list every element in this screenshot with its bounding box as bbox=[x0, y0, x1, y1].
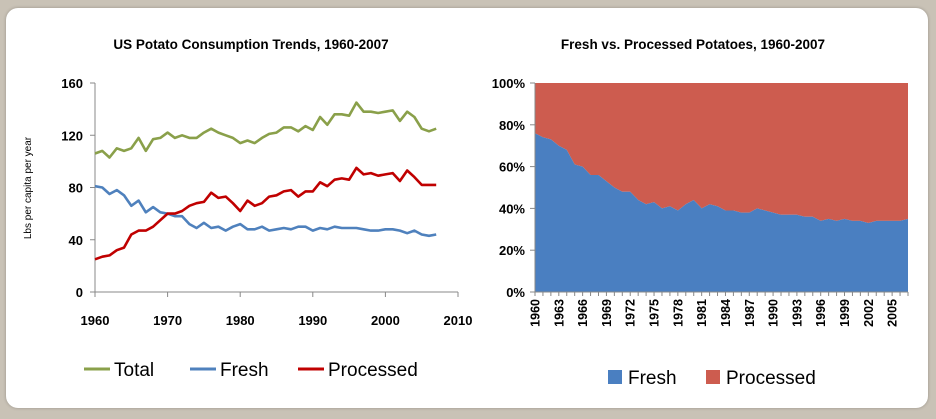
area-chart-x-tick-label: 1993 bbox=[790, 299, 804, 327]
line-series-total bbox=[94, 101, 437, 159]
area-chart-title: Fresh vs. Processed Potatoes, 1960-2007 bbox=[561, 37, 825, 52]
line-chart-y-tick-label: 160 bbox=[61, 76, 83, 91]
legend-label-total: Total bbox=[114, 360, 154, 381]
area-chart-series bbox=[535, 83, 908, 292]
area-chart-x-tick-label: 1978 bbox=[671, 299, 685, 327]
area-chart-x-tick-label: 1963 bbox=[552, 299, 566, 327]
line-chart-x-tick-label: 2000 bbox=[371, 313, 400, 328]
line-chart-y-tick-label: 40 bbox=[69, 233, 83, 248]
area-chart-x-tick-label: 1984 bbox=[719, 299, 733, 327]
line-series-processed bbox=[94, 166, 437, 261]
line-chart-y-tick-label: 120 bbox=[61, 128, 83, 143]
area-chart-x-tick-label: 2002 bbox=[862, 299, 876, 327]
line-chart-series bbox=[94, 101, 437, 261]
line-series-fresh bbox=[94, 184, 437, 238]
legend-swatch-processed bbox=[706, 370, 720, 384]
line-chart-x-tick-label: 1980 bbox=[226, 313, 255, 328]
line-chart-title: US Potato Consumption Trends, 1960-2007 bbox=[113, 37, 388, 52]
line-chart-x-tick-label: 1970 bbox=[153, 313, 182, 328]
line-chart-axes bbox=[90, 82, 459, 297]
area-chart-y-tick-label: 0% bbox=[506, 285, 525, 300]
legend-label-fresh: Fresh bbox=[220, 360, 269, 381]
area-chart-x-tick-label: 1999 bbox=[838, 299, 852, 327]
area-chart-y-tick-label: 40% bbox=[499, 201, 525, 216]
area-chart-legend: Fresh Processed bbox=[608, 368, 816, 389]
line-chart-x-tick-label: 1990 bbox=[298, 313, 327, 328]
area-chart-tick-labels: 0% 20% 40% 60% 80% 100% 1960 1963 1966 1969 1972 19… bbox=[492, 76, 900, 327]
area-chart-x-tick-label: 1972 bbox=[624, 299, 638, 327]
area-chart-x-tick-label: 1960 bbox=[529, 299, 543, 327]
area-chart-y-tick-label: 60% bbox=[499, 160, 525, 175]
line-chart-legend: Total Fresh Processed bbox=[84, 360, 418, 381]
area-chart-x-tick-label: 1987 bbox=[743, 299, 757, 327]
line-chart-x-tick-label: 2010 bbox=[444, 313, 473, 328]
line-chart: US Potato Consumption Trends, 1960-2007 … bbox=[23, 37, 472, 381]
legend-label-fresh: Fresh bbox=[628, 368, 677, 389]
area-chart-y-tick-label: 80% bbox=[499, 118, 525, 133]
area-chart-x-tick-label: 1969 bbox=[600, 299, 614, 327]
area-chart-y-tick-label: 20% bbox=[499, 243, 525, 258]
legend-label-processed: Processed bbox=[726, 368, 816, 389]
area-chart-x-tick-label: 1975 bbox=[648, 299, 662, 327]
line-chart-y-tick-label: 0 bbox=[76, 285, 83, 300]
area-chart-x-tick-label: 1990 bbox=[767, 299, 781, 327]
area-chart: Fresh vs. Processed Potatoes, 1960-2007 … bbox=[492, 37, 909, 389]
area-chart-y-tick-label: 100% bbox=[492, 76, 526, 91]
line-chart-y-tick-label: 80 bbox=[69, 181, 83, 196]
area-chart-x-tick-label: 1981 bbox=[695, 299, 709, 327]
line-chart-tick-labels: 0 40 80 120 160 1960 1970 1980 1990 2000 2010 bbox=[61, 76, 472, 328]
line-chart-y-axis-label: Lbs per capita per year bbox=[23, 136, 34, 239]
area-chart-x-tick-label: 1996 bbox=[814, 299, 828, 327]
area-chart-x-tick-label: 1966 bbox=[576, 299, 590, 327]
line-chart-x-tick-label: 1960 bbox=[81, 313, 110, 328]
area-series-processed bbox=[535, 83, 908, 223]
legend-label-processed: Processed bbox=[328, 360, 418, 381]
area-chart-x-tick-label: 2005 bbox=[886, 299, 900, 327]
area-series-fresh bbox=[535, 133, 908, 292]
area-chart-axes bbox=[530, 82, 909, 296]
legend-swatch-fresh bbox=[608, 370, 622, 384]
